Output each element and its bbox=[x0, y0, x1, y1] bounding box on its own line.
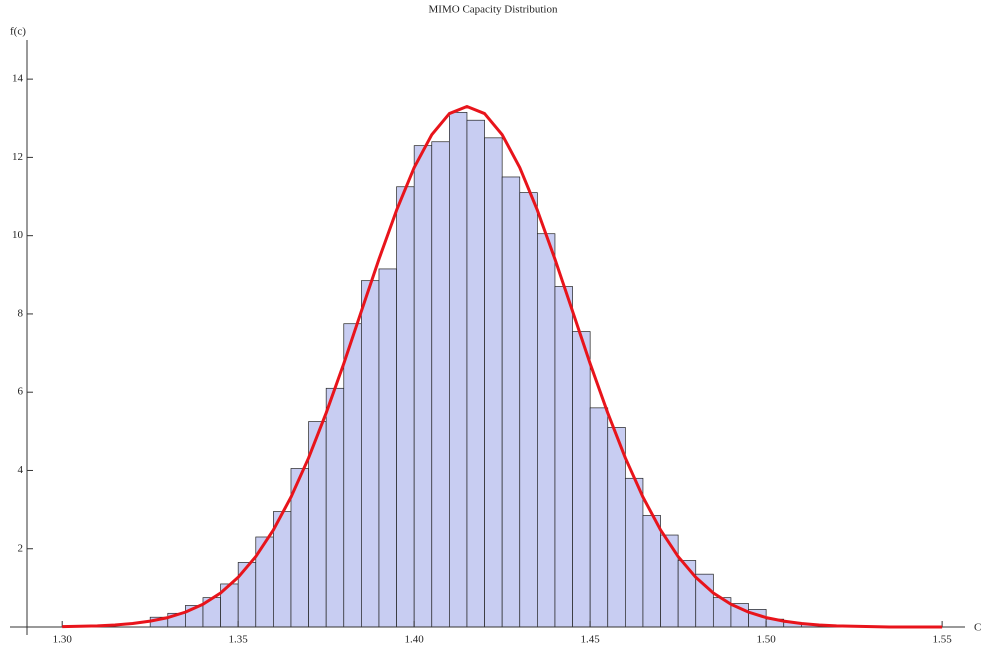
y-tick-label: 4 bbox=[18, 464, 24, 476]
bar bbox=[607, 427, 626, 628]
x-axis-label: C bbox=[974, 622, 981, 634]
y-axis-label: f(c) bbox=[10, 26, 26, 38]
bar bbox=[396, 186, 415, 628]
x-tick-label: 1.45 bbox=[581, 634, 601, 646]
x-tick-label: 1.50 bbox=[757, 634, 777, 646]
bar bbox=[537, 233, 556, 628]
x-tick-label: 1.30 bbox=[53, 634, 73, 646]
y-tick-label: 14 bbox=[12, 73, 24, 85]
bar bbox=[695, 573, 714, 628]
y-tick-label: 6 bbox=[18, 386, 24, 398]
bar bbox=[624, 477, 644, 628]
y-tick-label: 8 bbox=[18, 307, 24, 319]
bar bbox=[378, 268, 397, 628]
bar bbox=[361, 280, 380, 628]
y-tick-label: 2 bbox=[18, 542, 24, 554]
bar bbox=[572, 331, 591, 628]
bar bbox=[519, 192, 538, 628]
bar bbox=[554, 286, 573, 628]
bar bbox=[484, 137, 503, 628]
y-tick-label: 12 bbox=[12, 151, 23, 163]
bar bbox=[325, 387, 345, 628]
bar bbox=[466, 119, 485, 628]
y-tick-label: 10 bbox=[12, 229, 24, 241]
fit-curve bbox=[62, 105, 943, 629]
bar bbox=[642, 515, 661, 628]
bar bbox=[273, 511, 292, 628]
bar bbox=[431, 141, 450, 628]
x-tick-label: 1.35 bbox=[229, 634, 249, 646]
x-tick-label: 1.55 bbox=[932, 634, 952, 646]
bar bbox=[449, 112, 468, 628]
bar bbox=[589, 407, 609, 628]
bar bbox=[677, 560, 697, 628]
bar bbox=[501, 176, 521, 628]
bar bbox=[343, 323, 362, 628]
bar bbox=[660, 534, 679, 628]
x-tick-label: 1.40 bbox=[405, 634, 425, 646]
bar bbox=[413, 145, 433, 628]
chart-title: MIMO Capacity Distribution bbox=[429, 4, 558, 16]
